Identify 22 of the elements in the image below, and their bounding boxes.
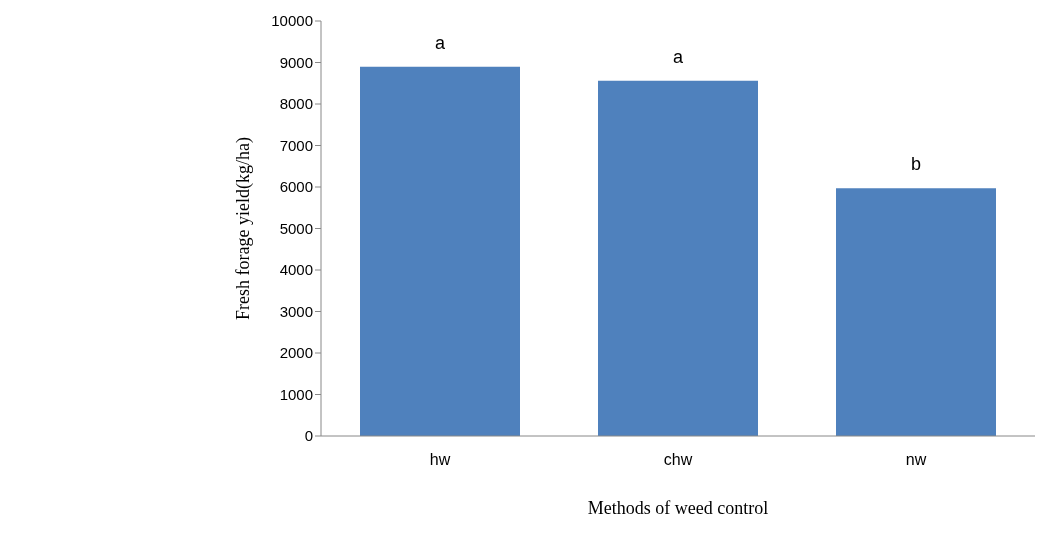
y-tick-label: 4000 — [279, 261, 313, 279]
y-tick-label: 2000 — [279, 344, 313, 362]
y-tick-label: 6000 — [279, 178, 313, 196]
y-tick-label: 5000 — [279, 219, 313, 237]
x-axis-title: Methods of weed control — [587, 498, 769, 518]
y-tick-label: 1000 — [279, 385, 313, 403]
bar — [360, 66, 520, 436]
y-axis-title: Fresh forage yield(kg/ha) — [233, 137, 255, 320]
y-tick-label: 0 — [304, 427, 313, 445]
y-tick-label: 8000 — [279, 95, 313, 113]
bar — [836, 188, 996, 436]
annotation: a — [672, 46, 684, 67]
annotation: b — [910, 154, 922, 175]
y-tick-label: 10000 — [271, 12, 313, 30]
x-tick-label: chw — [663, 451, 693, 469]
x-tick-label: hw — [429, 451, 451, 469]
y-tick-label: 3000 — [279, 302, 313, 320]
bar — [598, 80, 758, 436]
y-tick-label: 7000 — [279, 136, 313, 154]
y-tick-label: 9000 — [279, 53, 313, 71]
annotation: a — [434, 32, 446, 53]
x-tick-label: nw — [905, 451, 927, 469]
